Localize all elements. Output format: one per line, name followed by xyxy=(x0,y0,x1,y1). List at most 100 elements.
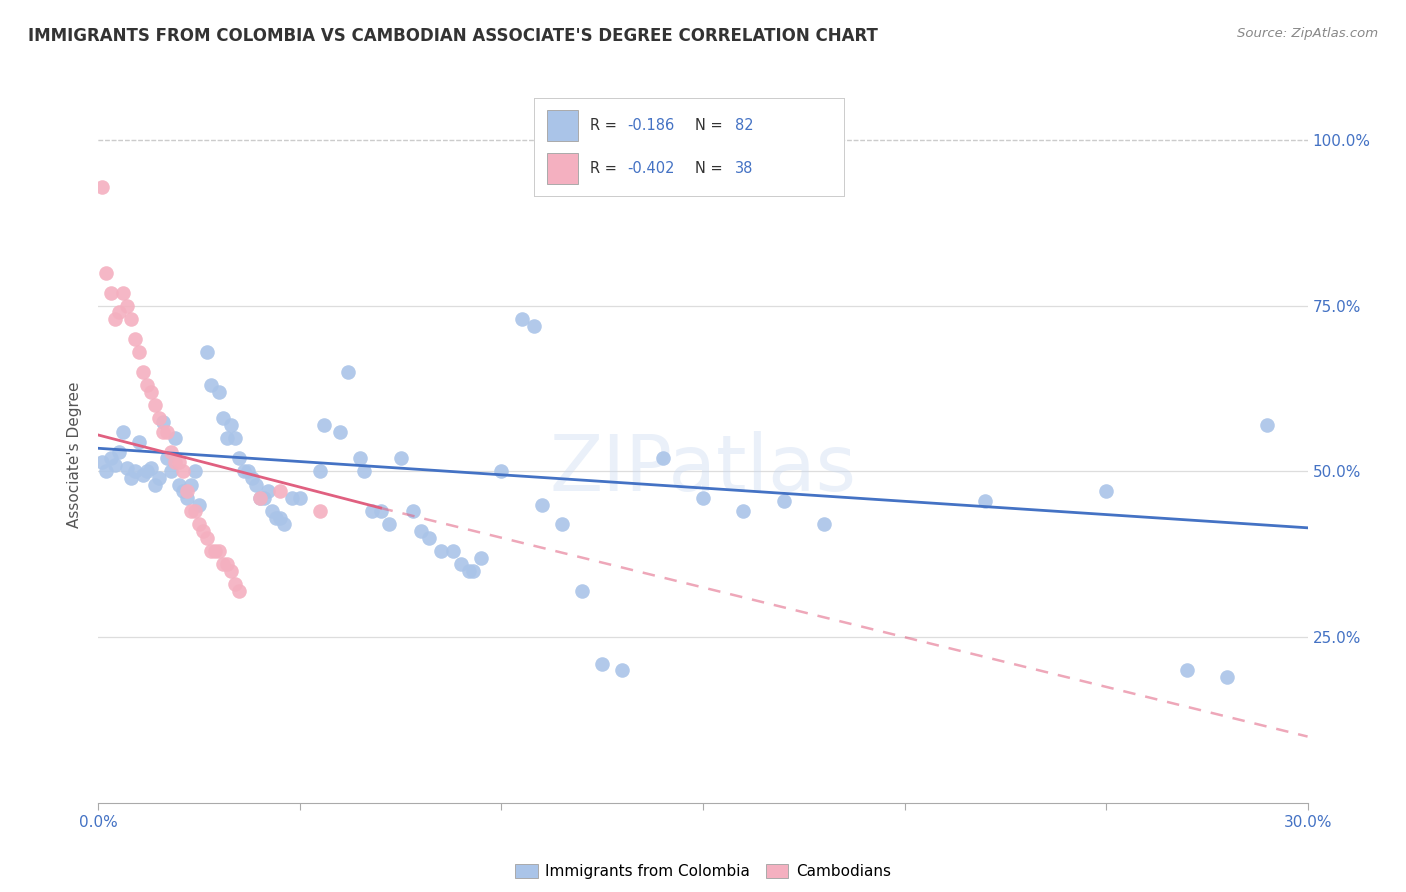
FancyBboxPatch shape xyxy=(547,110,578,141)
Point xyxy=(100,285,122,300)
Point xyxy=(337,365,360,379)
Point xyxy=(591,657,613,671)
Point xyxy=(208,544,231,558)
Point xyxy=(176,484,198,499)
Point xyxy=(974,494,997,508)
Point xyxy=(269,511,291,525)
Text: -0.186: -0.186 xyxy=(627,118,675,133)
Point xyxy=(463,564,485,578)
Point xyxy=(523,318,546,333)
Point xyxy=(612,663,634,677)
Point xyxy=(156,451,179,466)
Point xyxy=(148,471,170,485)
Point xyxy=(530,498,553,512)
Point xyxy=(221,418,243,433)
Point xyxy=(224,577,246,591)
Point xyxy=(115,461,138,475)
Point xyxy=(115,299,138,313)
Text: 38: 38 xyxy=(735,161,754,176)
Point xyxy=(107,305,129,319)
Point xyxy=(249,491,271,505)
Point xyxy=(361,504,384,518)
Point xyxy=(253,491,276,505)
Point xyxy=(309,504,332,518)
Point xyxy=(813,517,835,532)
Point xyxy=(245,477,267,491)
Point xyxy=(232,465,254,479)
Point xyxy=(111,285,134,300)
Point xyxy=(309,465,332,479)
Text: 82: 82 xyxy=(735,118,754,133)
Point xyxy=(124,465,146,479)
Text: R =: R = xyxy=(591,161,621,176)
Point xyxy=(91,179,114,194)
Point xyxy=(249,491,271,505)
Point xyxy=(1216,670,1239,684)
Point xyxy=(273,517,295,532)
Text: R =: R = xyxy=(591,118,621,133)
Point xyxy=(217,558,239,572)
Point xyxy=(120,471,142,485)
Point xyxy=(692,491,714,505)
Point xyxy=(152,415,174,429)
Point xyxy=(128,434,150,449)
Point xyxy=(224,431,246,445)
Point xyxy=(107,444,129,458)
Point xyxy=(160,465,183,479)
Point xyxy=(172,465,194,479)
Point xyxy=(167,454,190,468)
Point xyxy=(733,504,755,518)
Point xyxy=(172,484,194,499)
FancyBboxPatch shape xyxy=(547,153,578,185)
Point xyxy=(409,524,432,538)
Point xyxy=(217,431,239,445)
Point xyxy=(124,332,146,346)
Point xyxy=(470,550,492,565)
Point xyxy=(458,564,481,578)
Point xyxy=(510,312,533,326)
Point xyxy=(208,384,231,399)
Point xyxy=(163,431,186,445)
Point xyxy=(143,398,166,412)
Point xyxy=(103,458,125,472)
Point xyxy=(329,425,352,439)
Y-axis label: Associate's Degree: Associate's Degree xyxy=(67,382,83,528)
Point xyxy=(139,384,162,399)
Point xyxy=(1256,418,1278,433)
Point xyxy=(200,378,222,392)
Point xyxy=(772,494,794,508)
Point xyxy=(111,425,134,439)
Point xyxy=(91,454,114,468)
Point xyxy=(156,425,179,439)
Point xyxy=(314,418,336,433)
Point xyxy=(204,544,226,558)
Point xyxy=(100,451,122,466)
Point xyxy=(160,444,183,458)
Point xyxy=(167,477,190,491)
Point xyxy=(228,451,250,466)
Point xyxy=(163,454,186,468)
Point xyxy=(195,531,218,545)
Point xyxy=(193,524,215,538)
Point xyxy=(441,544,464,558)
Point xyxy=(389,451,412,466)
Point xyxy=(1095,484,1118,499)
Point xyxy=(264,511,287,525)
Point xyxy=(370,504,392,518)
Point xyxy=(135,465,157,479)
Point xyxy=(180,477,202,491)
Point xyxy=(152,425,174,439)
Point xyxy=(281,491,304,505)
Point xyxy=(256,484,278,499)
Point xyxy=(288,491,311,505)
Point xyxy=(551,517,574,532)
Point xyxy=(139,461,162,475)
Text: N =: N = xyxy=(695,161,727,176)
Text: Source: ZipAtlas.com: Source: ZipAtlas.com xyxy=(1237,27,1378,40)
Point xyxy=(128,345,150,359)
Point xyxy=(260,504,283,518)
Point xyxy=(143,477,166,491)
Point xyxy=(571,583,593,598)
Point xyxy=(132,467,155,482)
Point xyxy=(269,484,291,499)
